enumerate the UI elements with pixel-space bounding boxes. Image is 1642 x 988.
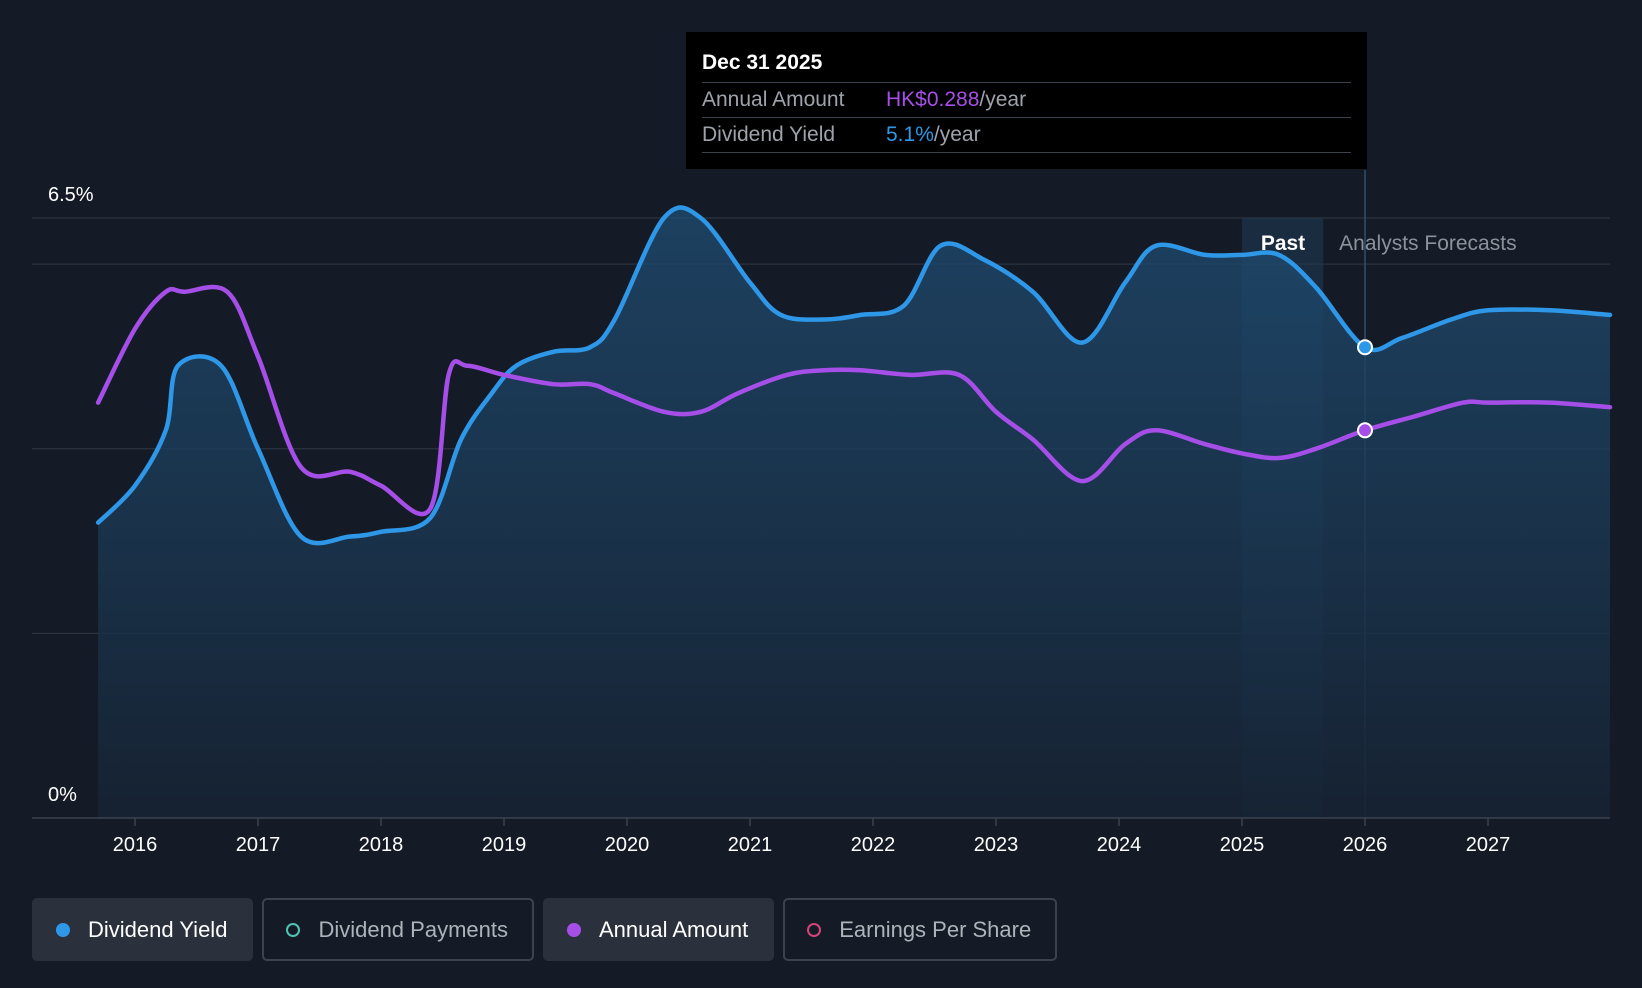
legend-label: Annual Amount xyxy=(598,916,749,942)
y-axis-min-label: 0% xyxy=(48,784,77,806)
legend-label: Dividend Payments xyxy=(318,916,508,942)
x-tick-label: 2018 xyxy=(359,834,404,856)
tooltip: Dec 31 2025 Annual Amount HK$0.288/year D… xyxy=(686,32,1367,169)
x-tick-label: 2019 xyxy=(482,834,527,856)
annual-amount-marker xyxy=(1357,422,1373,439)
x-tick-label: 2025 xyxy=(1220,834,1265,856)
dividend-yield-marker xyxy=(1357,339,1373,356)
x-tick-label: 2022 xyxy=(851,834,896,856)
tooltip-label: Annual Amount xyxy=(702,88,845,111)
y-axis-max-label: 6.5% xyxy=(48,184,94,206)
tooltip-value: HK$0.288 xyxy=(886,88,980,111)
x-tick-label: 2026 xyxy=(1343,834,1388,856)
x-tick-label: 2020 xyxy=(605,834,650,856)
legend-item-dividend-yield[interactable]: Dividend Yield xyxy=(32,898,254,961)
x-tick-label: 2024 xyxy=(1097,834,1142,856)
past-label: Past xyxy=(1261,232,1305,255)
annual-amount-line xyxy=(95,284,1613,517)
tooltip-label: Dividend Yield xyxy=(702,123,836,146)
x-tick-label: 2023 xyxy=(974,834,1019,856)
x-tick-label: 2017 xyxy=(236,834,281,856)
tooltip-value: 5.1% xyxy=(886,123,934,146)
legend-dot-icon xyxy=(286,922,301,937)
x-tick-label: 2027 xyxy=(1466,834,1511,856)
legend-label: Earnings Per Share xyxy=(839,916,1032,942)
legend: Dividend Yield Dividend Payments Annual … xyxy=(32,898,1058,961)
legend-item-dividend-payments[interactable]: Dividend Payments xyxy=(262,898,534,961)
tooltip-row-annual-amount: Annual Amount HK$0.288/year xyxy=(702,83,1351,118)
tooltip-date: Dec 31 2025 xyxy=(702,48,1351,83)
legend-dot-icon xyxy=(566,922,581,937)
x-tick-label: 2021 xyxy=(728,834,773,856)
forecast-label: Analysts Forecasts xyxy=(1339,232,1516,255)
legend-item-earnings-per-share[interactable]: Earnings Per Share xyxy=(783,898,1058,961)
legend-dot-icon xyxy=(56,922,70,937)
x-tick-label: 2016 xyxy=(113,834,158,856)
legend-label: Dividend Yield xyxy=(88,916,228,942)
tooltip-suffix: /year xyxy=(933,123,981,146)
legend-dot-icon xyxy=(807,922,822,937)
tooltip-row-dividend-yield: Dividend Yield 5.1%/year xyxy=(702,118,1351,153)
legend-item-annual-amount[interactable]: Annual Amount xyxy=(542,898,775,961)
dividend-yield-area xyxy=(98,207,1611,818)
tooltip-suffix: /year xyxy=(979,88,1027,111)
dividend-yield-line xyxy=(95,205,1613,546)
